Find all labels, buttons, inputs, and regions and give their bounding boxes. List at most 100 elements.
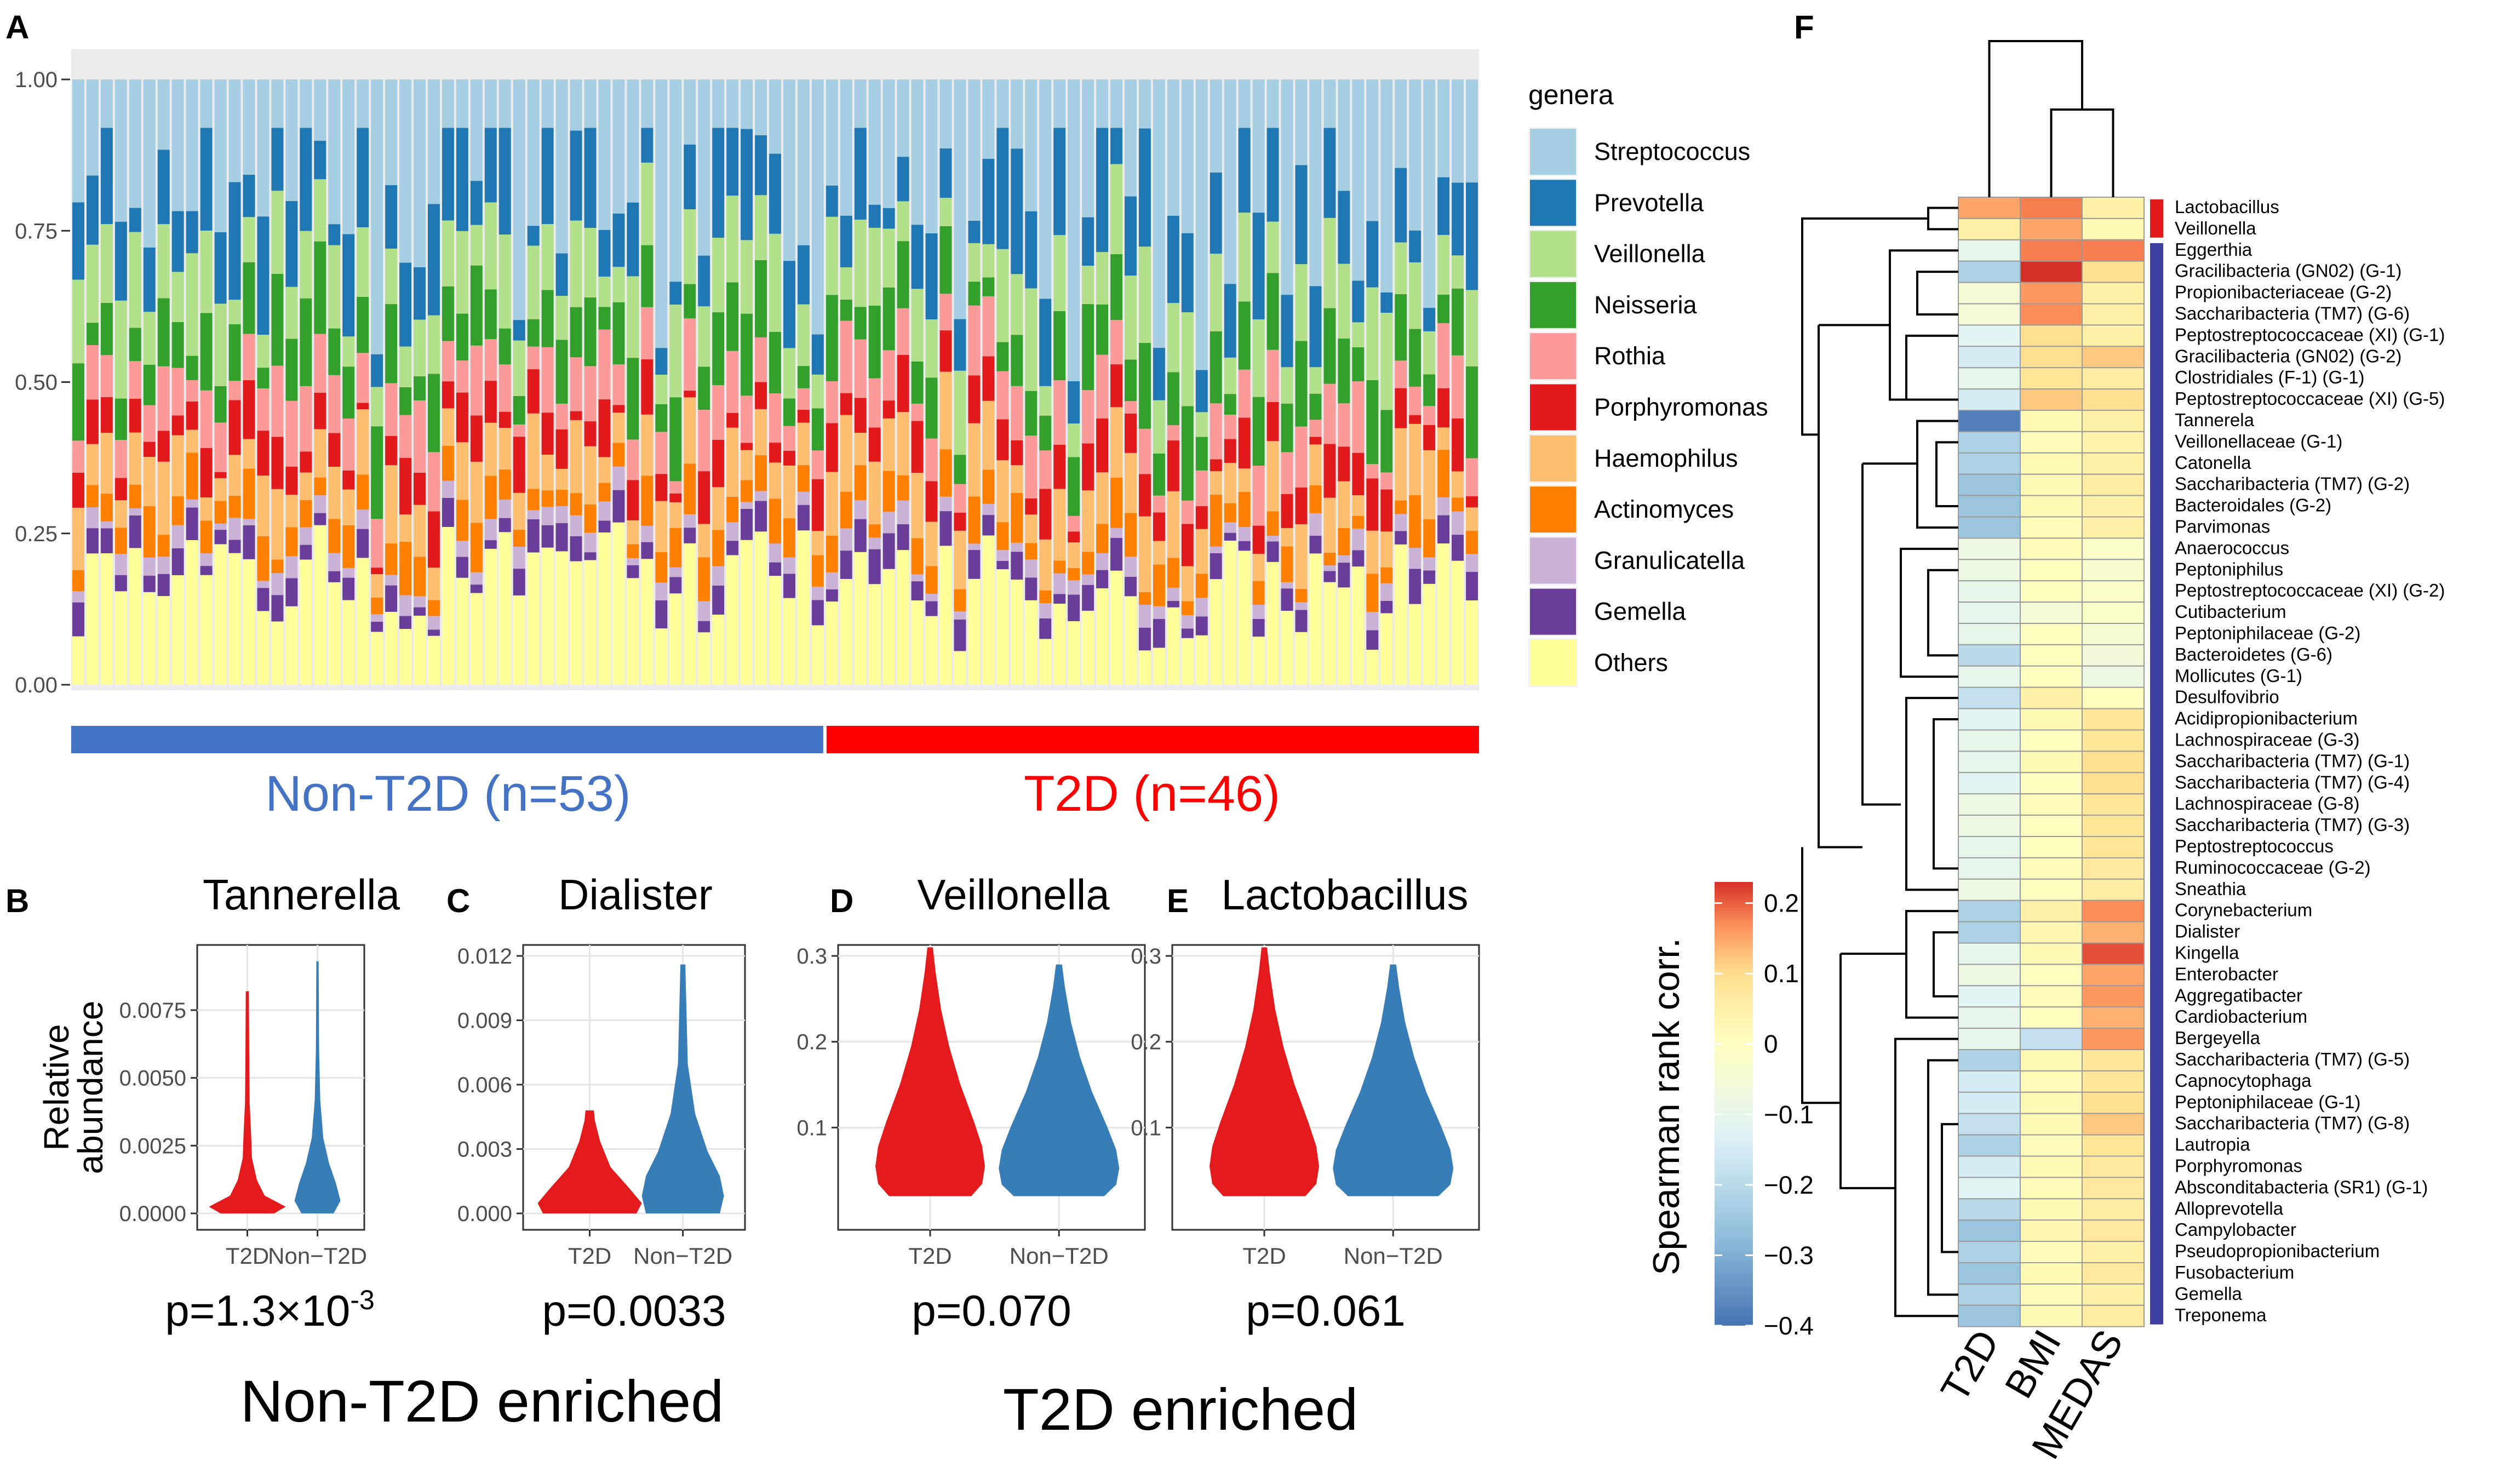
heatmap-cell	[1958, 729, 2021, 752]
bar-segment	[598, 276, 611, 307]
bar-segment	[570, 420, 582, 494]
violin-panels: B Tannerella0.00000.00250.00500.0075T2DNo…	[5, 870, 1480, 1335]
row-label: Cardiobacterium	[2175, 1006, 2307, 1027]
bar-segment	[655, 432, 668, 474]
bar-segment	[570, 411, 582, 420]
bar-segment	[1309, 367, 1322, 394]
panel-a: A 0.00 0.25 0.50 0.75 1.00 Non-T2D (n=53) T2D…	[5, 9, 1768, 822]
bar-segment	[882, 533, 895, 569]
bar-segment	[399, 79, 412, 263]
legend-swatch	[1530, 384, 1576, 431]
heatmap-cell	[2082, 282, 2145, 305]
heatmap-cell	[2082, 899, 2145, 923]
bar-segment	[911, 79, 924, 225]
bar-segment	[911, 289, 924, 362]
bar-segment	[555, 340, 568, 404]
bar-segment	[72, 279, 84, 364]
bar-segment	[342, 336, 355, 367]
heatmap-cell	[2082, 580, 2145, 603]
bar-segment	[414, 615, 426, 685]
bar-segment	[1210, 459, 1222, 472]
bar-segment	[555, 523, 568, 552]
bar-segment	[1366, 464, 1379, 479]
bar-segment	[641, 414, 654, 476]
bar-segment	[1423, 425, 1436, 450]
violin-t2d	[209, 991, 286, 1213]
bar-segment	[1295, 610, 1308, 632]
bar-segment	[1125, 79, 1137, 197]
row-label: Mollicutes (G-1)	[2175, 666, 2302, 686]
bar-segment	[1252, 553, 1265, 581]
bar-segment	[826, 381, 838, 423]
bar-segment	[684, 528, 696, 543]
bar-segment	[1395, 168, 1407, 243]
bar-segment	[1224, 79, 1236, 284]
bar-segment	[598, 307, 611, 330]
bar-segment	[982, 469, 995, 504]
bar-segment	[427, 616, 440, 630]
bar-segment	[755, 337, 767, 382]
bar-segment	[72, 202, 84, 280]
heatmap-cell	[1958, 899, 2021, 923]
bar-segment	[1138, 627, 1151, 651]
heatmap-cell	[2020, 750, 2083, 773]
heatmap-cell	[2020, 1198, 2083, 1221]
bar-segment	[698, 255, 710, 307]
bar-segment	[442, 128, 454, 221]
heatmap-cell	[1958, 1091, 2021, 1114]
bar-segment	[1053, 311, 1066, 381]
bar-segment	[129, 208, 141, 232]
row-label: Enterobacter	[2175, 964, 2278, 984]
bar-segment	[641, 525, 654, 542]
bar-segment	[1068, 568, 1080, 581]
bar-segment	[854, 433, 867, 466]
row-label: Catonella	[2175, 452, 2251, 473]
row-label: Parvimonas	[2175, 517, 2270, 537]
y-tick-label: 0.00	[15, 673, 58, 697]
bar-segment	[186, 79, 198, 211]
bar-segment	[1110, 364, 1123, 408]
bar-segment	[854, 79, 867, 128]
bar-segment	[1039, 590, 1052, 603]
bar-segment	[612, 364, 625, 405]
bar-segment	[655, 79, 668, 348]
bar-segment	[797, 410, 810, 423]
bar-segment	[1366, 79, 1379, 221]
heatmap-cell	[1958, 495, 2021, 518]
bar-segment	[968, 496, 981, 544]
bar-segment	[143, 457, 156, 507]
bar-segment	[385, 304, 398, 383]
bar-segment	[1380, 292, 1393, 313]
bar-segment	[968, 79, 981, 221]
bar-segment	[1195, 616, 1208, 635]
bar-segment	[1338, 191, 1350, 264]
bar-segment	[925, 616, 938, 685]
heatmap-cell	[1958, 921, 2021, 944]
bar-segment	[641, 307, 654, 359]
heatmap-cell	[2082, 1241, 2145, 1264]
heatmap-cell	[2020, 665, 2083, 688]
heatmap-cell	[2082, 197, 2145, 219]
bar-segment	[399, 514, 412, 542]
y-tick-label: 0.009	[457, 1009, 512, 1033]
bar-segment	[1295, 524, 1308, 589]
bar-segment	[114, 553, 127, 575]
bar-segment	[541, 128, 554, 224]
panel-label-e: E	[1167, 883, 1189, 919]
bar-segment	[826, 589, 838, 602]
row-label: Lactobacillus	[2175, 197, 2279, 217]
bar-segment	[456, 577, 468, 685]
heatmap-cell	[1958, 410, 2021, 432]
heatmap-cell	[2082, 1134, 2145, 1157]
heatmap-cell	[1958, 644, 2021, 667]
bar-segment	[257, 79, 270, 217]
bar-segment	[1138, 474, 1151, 517]
violin-t2d	[537, 1110, 642, 1213]
bar-segment	[726, 412, 739, 428]
bar-segment	[271, 573, 284, 595]
bar-segment	[1138, 428, 1151, 474]
heatmap-cell	[2020, 836, 2083, 858]
bar-segment	[698, 557, 710, 601]
bar-segment	[1153, 606, 1165, 619]
bar-segment	[1323, 128, 1336, 218]
